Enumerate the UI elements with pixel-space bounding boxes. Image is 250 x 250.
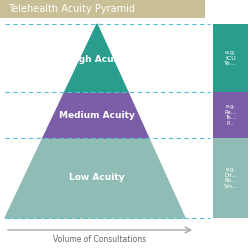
Polygon shape — [5, 138, 185, 218]
Text: Medium Acuity: Medium Acuity — [59, 110, 135, 120]
Text: e.g.
Re...
Te...
P...: e.g. Re... Te... P... — [224, 104, 236, 126]
Text: e.g.
Dir...
Be...
Sm...: e.g. Dir... Be... Sm... — [224, 167, 237, 189]
Text: High Acuity: High Acuity — [68, 56, 126, 64]
Polygon shape — [43, 92, 149, 138]
Bar — [213, 92, 248, 138]
Bar — [213, 24, 248, 92]
Bar — [213, 138, 248, 218]
Text: e.g.
ICU
Te...: e.g. ICU Te... — [224, 50, 237, 66]
Text: Telehealth Acuity Pyramid: Telehealth Acuity Pyramid — [8, 4, 135, 14]
Bar — [0, 0, 205, 18]
Text: Low Acuity: Low Acuity — [69, 174, 125, 182]
Text: Volume of Consultations: Volume of Consultations — [54, 236, 146, 244]
Polygon shape — [65, 24, 128, 92]
